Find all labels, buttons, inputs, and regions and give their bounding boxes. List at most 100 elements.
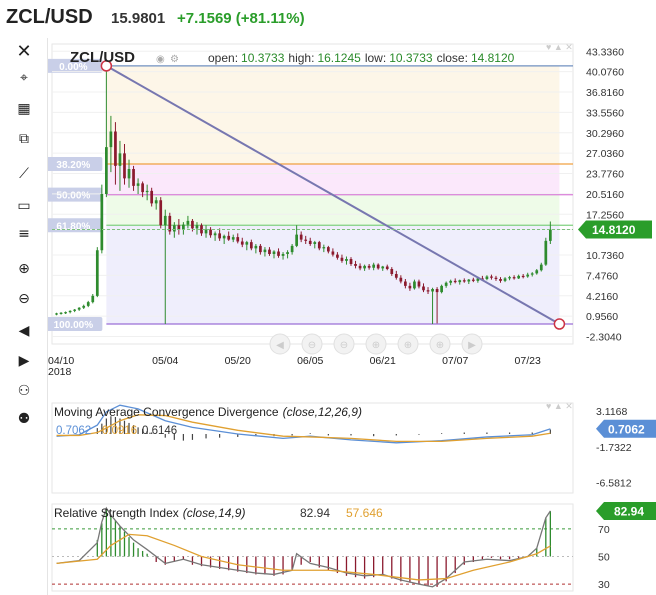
candle-body <box>299 234 303 240</box>
fibonacci-icon[interactable]: ≡ <box>18 226 30 242</box>
y-tick-label: 43.3360 <box>586 46 624 58</box>
nav-button-icon: ⊕ <box>372 340 380 351</box>
candle-body <box>95 250 99 296</box>
symbol-title: ZCL/USD <box>6 6 93 28</box>
fib-level-label: 0.00% <box>59 62 87 73</box>
fib-level-label: 50.00% <box>56 191 90 202</box>
candle-body <box>471 279 475 281</box>
candle-body <box>508 277 511 279</box>
fib-label-box <box>48 58 103 73</box>
ohlc-open: 10.3733 <box>241 51 285 65</box>
candle-body <box>336 254 339 258</box>
candle-body <box>499 279 502 281</box>
y-tick-label: 27.0360 <box>586 148 624 160</box>
fib-level-label: 100.00% <box>54 320 94 331</box>
ohlc-close-label: close: <box>437 51 468 65</box>
fib-level-label: 38.20% <box>56 160 90 171</box>
nav-button <box>461 333 483 355</box>
candle-body <box>317 242 321 249</box>
scroll-right-icon[interactable]: ▶ <box>18 353 30 369</box>
current-price-label: 14.8120 <box>592 223 636 237</box>
y-tick-label: 36.8160 <box>586 87 624 99</box>
rectangle-icon[interactable]: ▭ <box>17 198 31 214</box>
trend-line <box>105 65 560 325</box>
zoom-out-icon[interactable]: ⊖ <box>18 291 30 307</box>
candle-body <box>136 183 140 186</box>
candle-body <box>476 278 480 281</box>
x-tick-label: 07/07 <box>442 355 468 367</box>
macd-legend-value: 0.6146 <box>142 425 177 437</box>
candle-body <box>191 220 194 229</box>
candle-body <box>417 281 421 287</box>
candle-body <box>539 264 543 271</box>
candle-body <box>186 220 190 225</box>
candle-body <box>55 313 58 315</box>
add-user-icon[interactable]: ⚇ <box>17 383 31 399</box>
rsi-legend-value: 82.94 <box>300 506 330 520</box>
candle-body <box>91 295 95 303</box>
candle-body <box>372 264 376 268</box>
rsi-value-label: 82.94 <box>614 504 644 518</box>
candle-body <box>385 266 389 269</box>
candle-body <box>77 307 81 310</box>
candle-body <box>304 239 308 241</box>
macd-title-text: Moving Average Convergence Divergence <box>54 405 279 419</box>
candle-body <box>231 237 235 240</box>
candle-body <box>222 235 226 239</box>
rsi-y-tick: 70 <box>598 524 610 536</box>
fib-label-box <box>48 157 103 171</box>
y-tick-label: 30.2960 <box>586 128 624 140</box>
y-tick-label: 40.0760 <box>586 67 624 79</box>
candle-body <box>254 245 258 249</box>
candle-body <box>390 269 394 274</box>
chart-title: ZCL/USD <box>70 49 135 66</box>
candle-body <box>308 240 312 244</box>
candle-body <box>249 242 253 249</box>
candle-body <box>277 251 280 256</box>
remove-user-icon[interactable]: ⚉ <box>17 411 31 427</box>
candle-body <box>490 276 493 278</box>
settings-icon: ⚙ <box>170 54 179 65</box>
rsi-y-tick: 30 <box>598 579 610 591</box>
grid-icon[interactable]: ▦ <box>17 101 31 117</box>
candle-body <box>200 225 203 234</box>
cursor-crosshair-icon[interactable]: ⌖ <box>20 70 28 86</box>
candle-body <box>376 264 380 269</box>
candle-body <box>408 285 412 289</box>
x-tick-label: 07/23 <box>515 355 541 367</box>
y-tick-label: 7.4760 <box>586 270 618 282</box>
close-icon[interactable]: ✕ <box>16 40 32 62</box>
candle-body <box>422 286 425 291</box>
chart-area[interactable]: 0.00% 38.20% 50.00% 61.80% 100.00% 43.3360 40.… <box>48 38 656 595</box>
candle-body <box>259 245 262 253</box>
candle-body <box>227 235 231 240</box>
candle-body <box>240 241 244 245</box>
candle-body <box>453 280 457 283</box>
nav-button-icon: ⊖ <box>308 340 316 351</box>
copy-icon[interactable]: ⧉ <box>19 131 29 147</box>
scroll-left-icon[interactable]: ◀ <box>18 323 30 339</box>
ohlc-high: 16.1245 <box>317 51 361 65</box>
candle-body <box>204 229 208 234</box>
candle-body <box>127 169 131 179</box>
x-tick-label: 06/21 <box>370 355 396 367</box>
candle-body <box>168 215 172 232</box>
candle-body <box>68 310 72 313</box>
candle-body <box>349 259 353 264</box>
candle-body <box>399 277 403 282</box>
candle-body <box>467 279 471 282</box>
macd-value-label: 0.7062 <box>608 422 645 436</box>
trend-line-icon[interactable]: ⟋ <box>19 166 29 182</box>
x-tick-label: 05/20 <box>225 355 251 367</box>
current-price-badge <box>578 220 652 239</box>
candle-body <box>413 281 416 289</box>
candle-body <box>236 237 240 242</box>
candle-body <box>345 259 348 261</box>
candle-body <box>521 275 525 278</box>
candle-body <box>218 233 221 239</box>
nav-button <box>333 333 355 355</box>
candle-body <box>150 190 154 204</box>
zoom-in-icon[interactable]: ⊕ <box>18 261 30 277</box>
fib-label-box <box>48 218 103 233</box>
candle-body <box>544 240 548 265</box>
